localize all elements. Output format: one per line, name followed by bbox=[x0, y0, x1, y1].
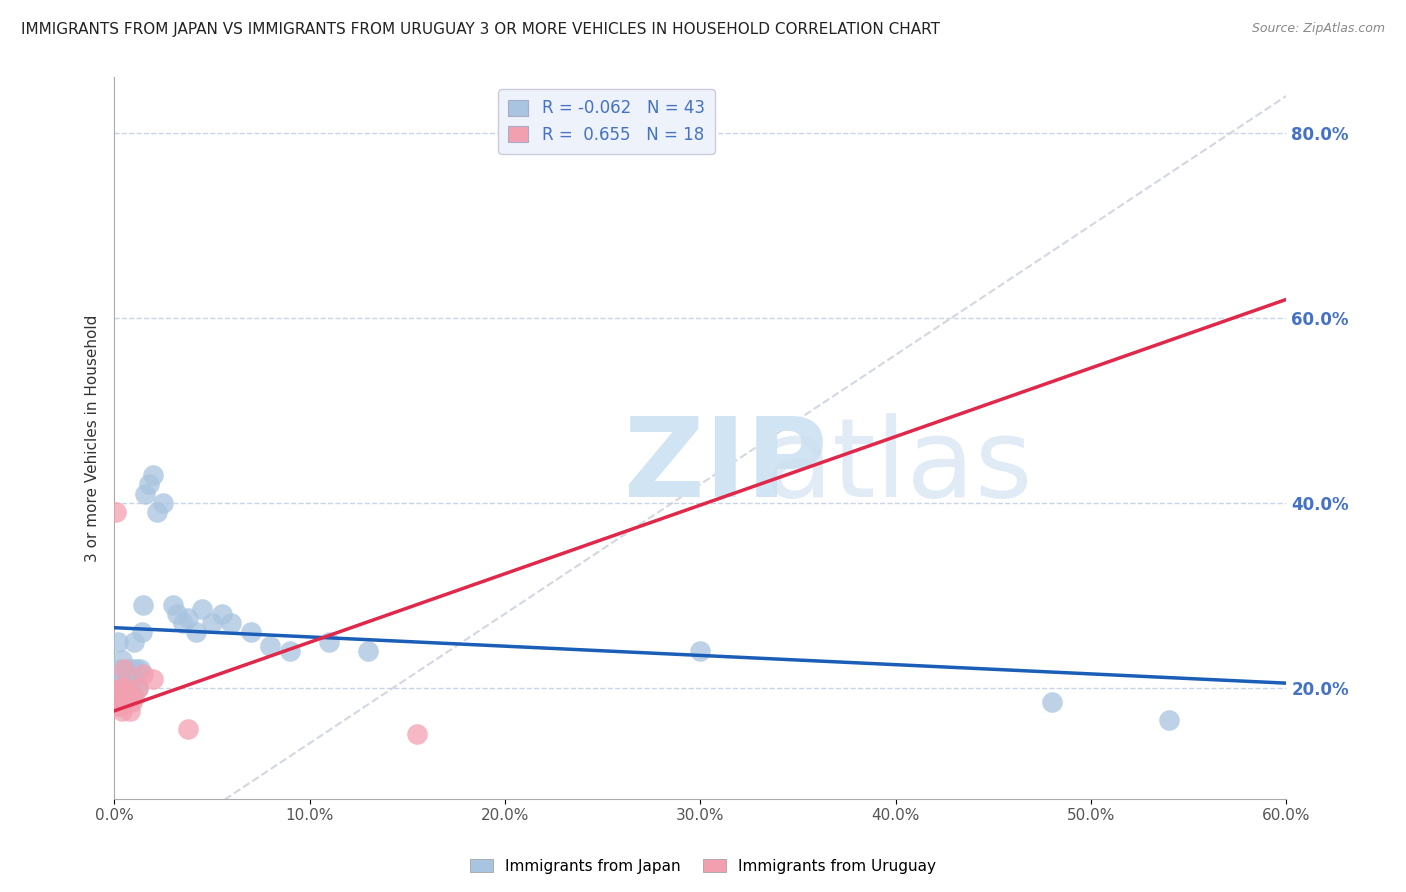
Point bbox=[118, 672, 141, 686]
Point bbox=[1040, 695, 1063, 709]
Point bbox=[105, 505, 128, 519]
Point bbox=[318, 634, 340, 648]
Text: atlas: atlas bbox=[765, 414, 1033, 520]
Point bbox=[122, 690, 145, 704]
Point bbox=[132, 667, 155, 681]
Point bbox=[142, 468, 165, 483]
Point bbox=[117, 662, 139, 676]
Point bbox=[107, 634, 129, 648]
Point bbox=[278, 644, 301, 658]
Point bbox=[128, 662, 150, 676]
Point bbox=[172, 615, 194, 630]
Point bbox=[221, 615, 243, 630]
Text: ZIP: ZIP bbox=[624, 414, 828, 520]
Point bbox=[134, 486, 156, 500]
Text: Source: ZipAtlas.com: Source: ZipAtlas.com bbox=[1251, 22, 1385, 36]
Legend: Immigrants from Japan, Immigrants from Uruguay: Immigrants from Japan, Immigrants from U… bbox=[464, 853, 942, 880]
Point bbox=[131, 625, 153, 640]
Point bbox=[138, 477, 160, 491]
Point bbox=[177, 611, 200, 625]
Point bbox=[357, 644, 380, 658]
Point bbox=[117, 690, 139, 704]
Point bbox=[118, 681, 141, 695]
Point bbox=[115, 685, 138, 699]
Point bbox=[112, 662, 135, 676]
Point bbox=[112, 672, 135, 686]
Point bbox=[142, 672, 165, 686]
Point bbox=[121, 695, 143, 709]
Point bbox=[107, 699, 129, 714]
Point bbox=[115, 681, 138, 695]
Point bbox=[239, 625, 262, 640]
Point bbox=[162, 598, 184, 612]
Point bbox=[1159, 713, 1181, 727]
Point bbox=[132, 598, 155, 612]
Point bbox=[122, 634, 145, 648]
Point bbox=[689, 644, 711, 658]
Point bbox=[121, 662, 143, 676]
Point bbox=[124, 662, 146, 676]
Point bbox=[108, 699, 131, 714]
Point bbox=[111, 653, 134, 667]
Legend: R = -0.062   N = 43, R =  0.655   N = 18: R = -0.062 N = 43, R = 0.655 N = 18 bbox=[498, 89, 714, 153]
Point bbox=[146, 505, 169, 519]
Point bbox=[111, 681, 134, 695]
Point bbox=[111, 681, 134, 695]
Point bbox=[191, 602, 214, 616]
Point bbox=[117, 681, 139, 695]
Point bbox=[201, 615, 224, 630]
Point bbox=[118, 704, 141, 718]
Point bbox=[211, 607, 233, 621]
Point bbox=[127, 681, 149, 695]
Point bbox=[152, 496, 174, 510]
Point bbox=[406, 727, 429, 741]
Point bbox=[115, 672, 138, 686]
Point bbox=[111, 704, 134, 718]
Text: IMMIGRANTS FROM JAPAN VS IMMIGRANTS FROM URUGUAY 3 OR MORE VEHICLES IN HOUSEHOLD: IMMIGRANTS FROM JAPAN VS IMMIGRANTS FROM… bbox=[21, 22, 941, 37]
Point bbox=[121, 681, 143, 695]
Y-axis label: 3 or more Vehicles in Household: 3 or more Vehicles in Household bbox=[86, 314, 100, 562]
Point bbox=[259, 639, 281, 653]
Point bbox=[112, 695, 135, 709]
Point bbox=[108, 662, 131, 676]
Point bbox=[108, 681, 131, 695]
Point bbox=[122, 672, 145, 686]
Point bbox=[177, 723, 200, 737]
Point bbox=[166, 607, 188, 621]
Point bbox=[112, 690, 135, 704]
Point bbox=[186, 625, 208, 640]
Point bbox=[127, 681, 149, 695]
